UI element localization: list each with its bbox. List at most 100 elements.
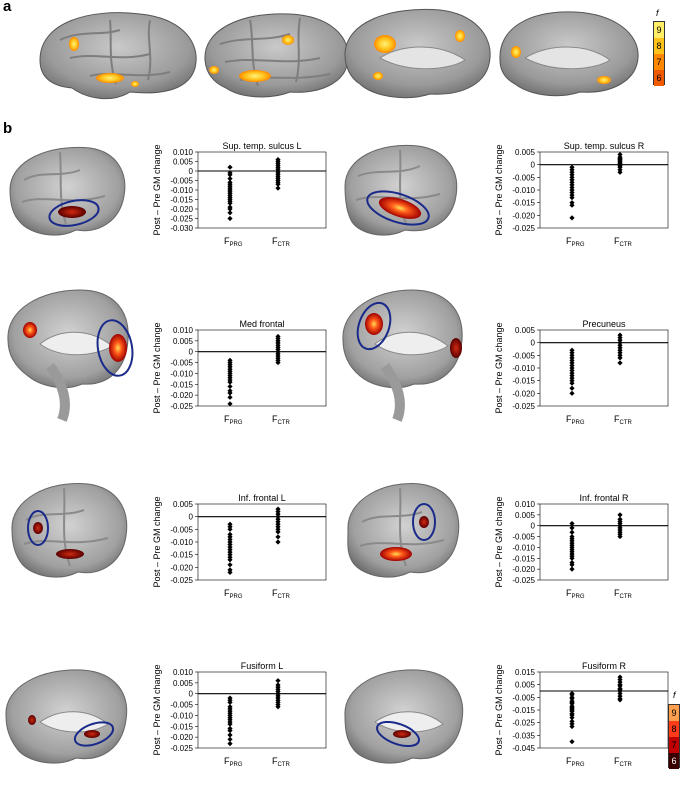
y-tick-label: 0 bbox=[189, 690, 194, 699]
group-label: FPRG bbox=[566, 414, 585, 426]
slice-sup-temp-sulcus-r bbox=[344, 144, 458, 236]
data-point bbox=[569, 562, 575, 568]
y-tick-label: -0.005 bbox=[512, 693, 535, 702]
y-tick-label: -0.025 bbox=[170, 576, 193, 585]
y-tick-label: -0.010 bbox=[170, 369, 193, 378]
y-tick-label: -0.010 bbox=[170, 186, 193, 195]
y-tick-label: -0.015 bbox=[512, 554, 535, 563]
y-tick-label: -0.035 bbox=[512, 731, 535, 740]
y-tick-label: -0.025 bbox=[512, 719, 535, 728]
y-tick-label: -0.005 bbox=[170, 359, 193, 368]
colorbar-b-cell-7: 7 bbox=[669, 737, 679, 753]
brain-left-lateral bbox=[39, 12, 197, 100]
y-tick-label: -0.005 bbox=[512, 173, 535, 182]
group-label: FCTR bbox=[272, 588, 290, 600]
y-tick-label: -0.020 bbox=[512, 211, 535, 220]
y-tick-label: -0.015 bbox=[170, 380, 193, 389]
y-tick-label: -0.005 bbox=[170, 525, 193, 534]
group-label: FPRG bbox=[224, 588, 243, 600]
chart-title: Inf. frontal R bbox=[579, 493, 629, 503]
group-label: FCTR bbox=[614, 588, 632, 600]
y-tick-label: -0.005 bbox=[170, 177, 193, 186]
chart-title: Med frontal bbox=[239, 319, 284, 329]
data-point bbox=[569, 566, 575, 572]
y-tick-label: 0.010 bbox=[173, 148, 194, 157]
plot-frame bbox=[197, 671, 327, 749]
group-label: FPRG bbox=[224, 756, 243, 768]
colorbar-a-cell-6: 6 bbox=[654, 70, 664, 86]
slice-med-frontal bbox=[7, 289, 134, 422]
group-label: FPRG bbox=[566, 236, 585, 248]
data-point bbox=[275, 181, 281, 187]
y-tick-label: -0.020 bbox=[170, 391, 193, 400]
plot-frame bbox=[539, 329, 669, 407]
data-point bbox=[227, 390, 233, 396]
colorbar-b-tick: 9 bbox=[671, 708, 677, 718]
group-label: FPRG bbox=[224, 236, 243, 248]
y-tick-label: -0.010 bbox=[512, 543, 535, 552]
data-point bbox=[275, 704, 281, 710]
slice-fusiform-r bbox=[344, 669, 464, 764]
data-point bbox=[569, 202, 575, 208]
plot-frame bbox=[539, 671, 669, 749]
group-label: FCTR bbox=[272, 756, 290, 768]
y-tick-label: -0.025 bbox=[512, 402, 535, 411]
panel-a-brains bbox=[39, 8, 639, 100]
y-tick-label: -0.020 bbox=[512, 565, 535, 574]
data-point bbox=[617, 360, 623, 366]
data-point bbox=[569, 195, 575, 201]
data-point bbox=[569, 723, 575, 730]
data-point bbox=[275, 359, 281, 366]
slice-inf-frontal-r bbox=[347, 482, 460, 578]
chart-title: Fusiform R bbox=[582, 661, 627, 671]
y-tick-label: 0.005 bbox=[515, 148, 536, 157]
y-tick-label: -0.015 bbox=[512, 377, 535, 386]
brain-left-medial bbox=[344, 8, 491, 99]
plot-frame bbox=[197, 503, 327, 581]
data-point bbox=[227, 210, 233, 216]
data-point bbox=[227, 164, 233, 170]
y-tick-label: 0.010 bbox=[173, 668, 194, 677]
colorbar-a-tick: 7 bbox=[656, 57, 662, 67]
data-point bbox=[275, 529, 281, 535]
y-tick-label: 0.005 bbox=[173, 158, 194, 167]
data-point bbox=[569, 215, 575, 221]
data-point bbox=[227, 200, 233, 206]
group-label: FPRG bbox=[566, 588, 585, 600]
data-point bbox=[227, 379, 233, 385]
y-tick-label: -0.005 bbox=[512, 533, 535, 542]
colorbar-a-cell-7: 7 bbox=[654, 54, 664, 70]
y-tick-label: 0 bbox=[189, 513, 194, 522]
data-point bbox=[569, 529, 575, 535]
data-point bbox=[227, 383, 233, 390]
chart-title: Sup. temp. sulcus R bbox=[564, 141, 645, 151]
scatter-chart-4: Inf. frontal L 0.005 0 -0.005 -0.010 -0.015 -0… bbox=[152, 493, 327, 600]
data-point bbox=[275, 534, 281, 540]
colorbar-b-cell-6: 6 bbox=[669, 753, 679, 769]
y-tick-label: -0.015 bbox=[512, 706, 535, 715]
y-tick-label: 0.005 bbox=[173, 337, 194, 346]
y-tick-label: -0.045 bbox=[512, 744, 535, 753]
data-point bbox=[227, 557, 233, 563]
y-axis-label: Post – Pre GM change bbox=[494, 496, 504, 587]
colorbar-a-tick: 9 bbox=[656, 25, 662, 35]
y-tick-label: -0.020 bbox=[170, 563, 193, 572]
colorbar-a: 9 8 7 6 bbox=[653, 21, 665, 86]
data-point bbox=[569, 520, 575, 527]
y-tick-label: 0.005 bbox=[515, 511, 536, 520]
y-tick-label: -0.015 bbox=[170, 551, 193, 560]
group-label: FCTR bbox=[272, 414, 290, 426]
data-point bbox=[227, 741, 233, 747]
y-tick-label: 0.005 bbox=[173, 679, 194, 688]
y-tick-label: -0.010 bbox=[512, 186, 535, 195]
data-point bbox=[275, 185, 281, 191]
data-point bbox=[227, 394, 233, 400]
colorbar-a-tick: 8 bbox=[656, 41, 662, 51]
colorbar-a-symbol: f bbox=[656, 8, 659, 18]
y-tick-label: -0.025 bbox=[512, 224, 535, 233]
scatter-chart-6: Fusiform L 0.010 0.005 0 -0.005-0.010 -0.015 -… bbox=[152, 661, 327, 768]
data-point bbox=[227, 728, 233, 734]
scatter-chart-5: Inf. frontal R 0.010 0.005 0 -0.005-0.010 -0.… bbox=[494, 493, 669, 600]
y-tick-label: 0 bbox=[531, 161, 536, 170]
slice-precuneus bbox=[342, 289, 463, 422]
